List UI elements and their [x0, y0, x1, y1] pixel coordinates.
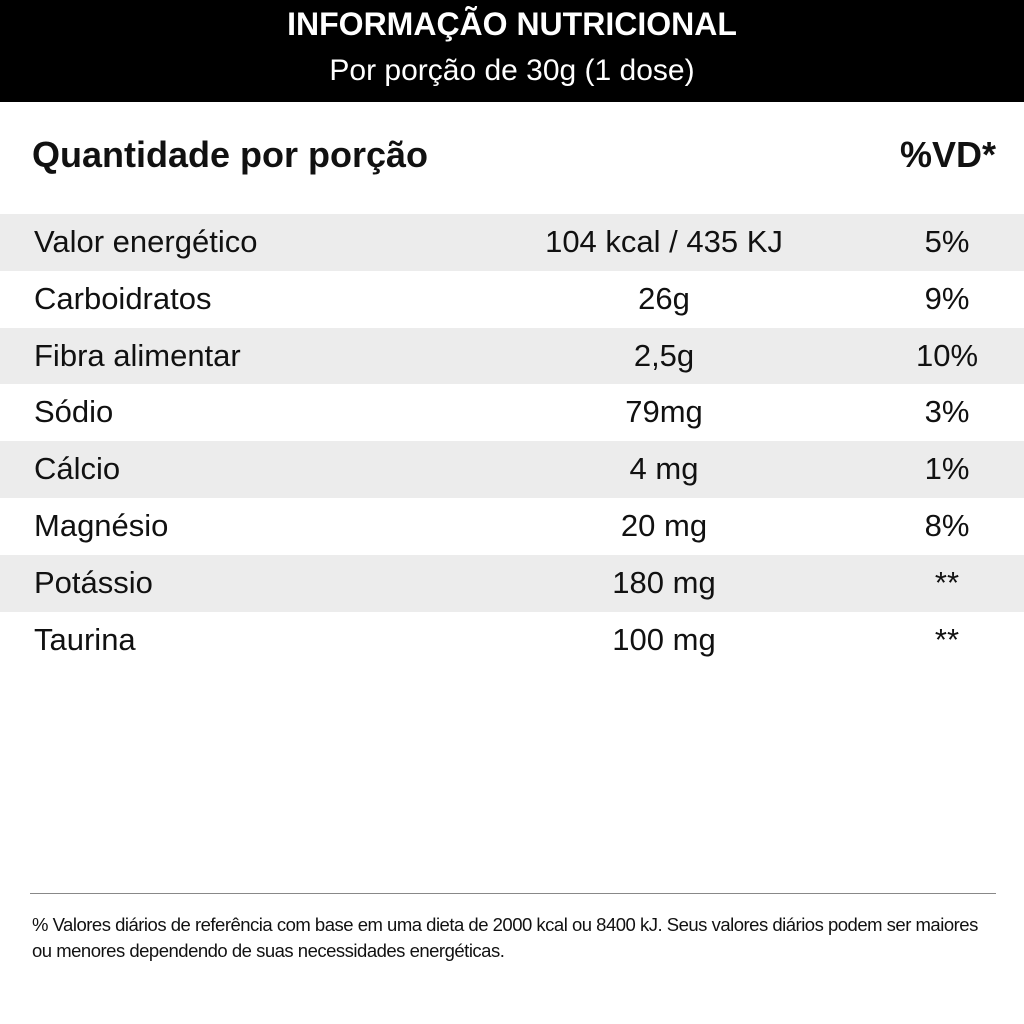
- table-row: Valor energético 104 kcal / 435 KJ 5%: [0, 214, 1024, 271]
- table-row: Fibra alimentar 2,5g 10%: [0, 327, 1024, 385]
- nutrient-name: Taurina: [34, 621, 136, 657]
- nutrient-vd: **: [934, 564, 960, 600]
- nutrient-amount: 4 mg: [629, 451, 699, 487]
- nutrient-amount: 104 kcal / 435 KJ: [545, 224, 783, 259]
- nutrient-vd: **: [934, 621, 960, 657]
- nutrient-amount: 180 mg: [612, 564, 716, 600]
- nutrient-vd: 5%: [924, 224, 970, 259]
- footnote-divider: [30, 893, 996, 894]
- table-row: Magnésio 20 mg 8%: [0, 498, 1024, 555]
- nutrient-amount: 2,5g: [633, 337, 695, 373]
- nutrient-name: Potássio: [34, 564, 153, 600]
- nutrient-amount: 100 mg: [612, 621, 716, 657]
- quantity-column-heading: Quantidade por porção: [32, 134, 429, 175]
- serving-size: Por porção de 30g (1 dose): [329, 54, 695, 87]
- nutrient-amount: 79mg: [625, 394, 703, 430]
- nutrient-name: Fibra alimentar: [34, 337, 241, 373]
- nutrient-name: Magnésio: [34, 507, 169, 543]
- nutrient-vd: 8%: [924, 507, 970, 543]
- label-header: INFORMAÇÃO NUTRICIONAL Por porção de 30g…: [0, 0, 1024, 102]
- table-row: Sódio 79mg 3%: [0, 384, 1024, 441]
- nutrient-name: Cálcio: [34, 451, 121, 487]
- nutrient-name: Valor energético: [34, 224, 258, 259]
- footnote: % Valores diários de referência com base…: [32, 914, 978, 961]
- label-title: INFORMAÇÃO NUTRICIONAL: [287, 6, 737, 42]
- nutrient-vd: 3%: [924, 394, 970, 430]
- nutrient-amount: 20 mg: [620, 507, 708, 543]
- nutrient-vd: 9%: [924, 280, 970, 316]
- table-row: Potássio 180 mg **: [0, 554, 1024, 612]
- table-row: Cálcio 4 mg 1%: [0, 441, 1024, 498]
- nutrient-name: Carboidratos: [34, 280, 212, 316]
- nutrient-vd: 1%: [924, 451, 970, 487]
- table-row: Carboidratos 26g 9%: [0, 271, 1024, 328]
- nutrition-table: Valor energético 104 kcal / 435 KJ 5% Ca…: [0, 214, 1024, 668]
- vd-column-heading: %VD*: [899, 134, 996, 175]
- nutrient-amount: 26g: [638, 280, 690, 316]
- nutrient-name: Sódio: [34, 394, 114, 430]
- table-row: Taurina 100 mg **: [0, 612, 1024, 669]
- nutrient-vd: 10%: [915, 337, 979, 373]
